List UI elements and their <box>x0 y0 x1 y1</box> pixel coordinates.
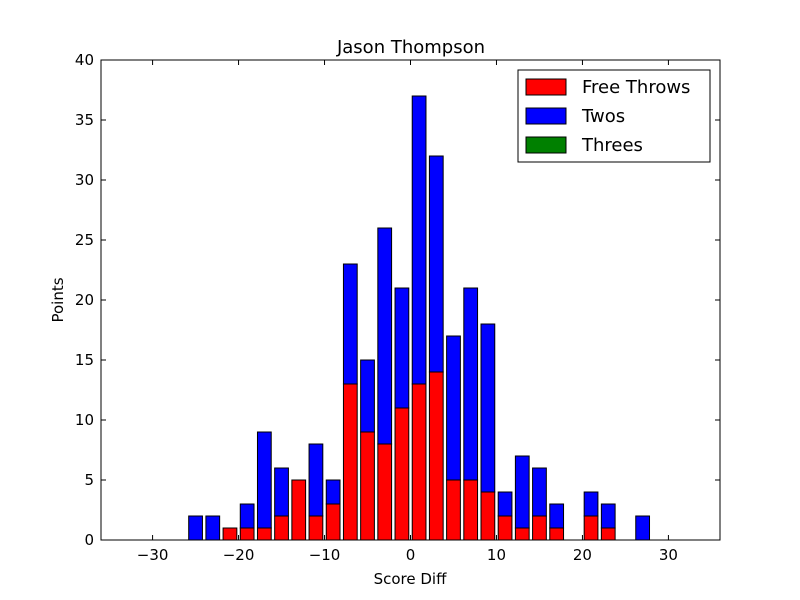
bar-free-throws <box>360 431 375 541</box>
y-axis-label: Points <box>49 277 67 322</box>
bar-twos <box>446 335 461 481</box>
y-tick-label: 35 <box>75 111 94 129</box>
y-tick-label: 15 <box>75 351 94 369</box>
legend-label-twos: Twos <box>581 106 625 127</box>
x-axis-label: Score Diff <box>374 570 447 588</box>
x-tick-label: −10 <box>309 546 341 564</box>
y-tick-label: 25 <box>75 231 94 249</box>
y-tick-label: 20 <box>75 291 94 309</box>
bar-free-throws <box>325 503 341 541</box>
bar-twos <box>411 95 427 385</box>
bar-twos <box>532 467 547 517</box>
bar-twos <box>394 287 410 409</box>
bar-free-throws <box>274 515 289 541</box>
bar-twos <box>583 491 599 517</box>
x-tick-label: 10 <box>487 546 506 564</box>
legend-swatch-free-throws <box>525 78 567 96</box>
bar-twos <box>205 515 221 541</box>
bar-twos <box>463 287 479 481</box>
x-tick-label: 30 <box>659 546 678 564</box>
y-tick-label: 40 <box>75 51 94 69</box>
bar-twos <box>600 503 616 529</box>
bar-free-throws <box>480 491 496 541</box>
plot-area <box>100 59 721 541</box>
legend-swatch-threes <box>525 136 567 154</box>
y-tick-label: 30 <box>75 171 94 189</box>
bar-twos <box>514 455 530 529</box>
legend-label-free-throws: Free Throws <box>582 77 690 98</box>
bar-free-throws <box>583 515 599 541</box>
x-tick-label: 0 <box>406 546 416 564</box>
bar-free-throws <box>222 527 238 541</box>
bar-free-throws <box>446 479 461 541</box>
bar-free-throws <box>394 407 410 541</box>
bar-free-throws <box>377 443 393 541</box>
bar-twos <box>360 359 375 433</box>
y-tick-label: 0 <box>84 531 94 549</box>
legend-label-threes: Threes <box>581 135 643 156</box>
bar-twos <box>239 503 255 529</box>
bar-twos <box>549 503 565 529</box>
bar-free-throws <box>532 515 547 541</box>
x-tick-label: 20 <box>573 546 592 564</box>
bar-twos <box>308 443 324 517</box>
bar-free-throws <box>463 479 479 541</box>
y-tick-label: 5 <box>84 471 94 489</box>
bar-free-throws <box>600 527 616 541</box>
legend: Free Throws Twos Threes <box>517 69 711 163</box>
bar-twos <box>274 467 289 517</box>
bar-twos <box>377 227 393 445</box>
bar-free-throws <box>256 527 272 541</box>
legend-swatch-twos <box>525 107 567 125</box>
bar-free-throws <box>411 383 427 541</box>
bar-free-throws <box>428 371 444 541</box>
x-tick-label: −30 <box>137 546 169 564</box>
plot-frame <box>100 59 721 541</box>
bar-twos <box>497 491 513 517</box>
tick-labels-group: −30 −20 −10 0 10 20 30 0 5 10 15 20 25 30 35 40 <box>75 51 678 564</box>
bar-free-throws <box>497 515 513 541</box>
bar-free-throws <box>342 383 358 541</box>
bar-twos <box>480 323 496 493</box>
bar-free-throws <box>308 515 324 541</box>
bar-twos <box>428 155 444 373</box>
chart-title: Jason Thompson <box>336 37 485 58</box>
bar-free-throws <box>239 527 255 541</box>
bar-twos <box>256 431 272 529</box>
bar-free-throws <box>514 527 530 541</box>
bar-twos <box>342 263 358 385</box>
bar-twos <box>635 515 651 541</box>
bar-twos <box>188 515 203 541</box>
bar-free-throws <box>291 479 307 541</box>
bar-twos <box>325 479 341 505</box>
bar-free-throws <box>549 527 565 541</box>
x-tick-label: −20 <box>223 546 255 564</box>
y-tick-label: 10 <box>75 411 94 429</box>
